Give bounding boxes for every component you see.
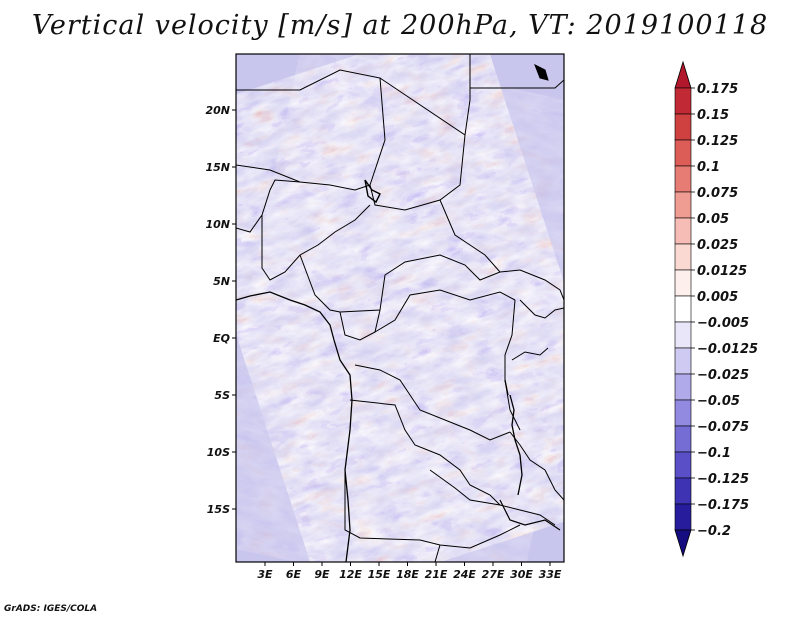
colorbar-label: 0.075 (697, 186, 738, 201)
map-area[interactable] (166, 16, 635, 609)
lat-label: 15S (207, 503, 230, 516)
colorbar-segment (674, 321, 692, 349)
colorbar-segment (674, 87, 692, 115)
colorbar-segment (674, 165, 692, 193)
velocity-field-overlay (236, 54, 564, 562)
map-title: Vertical velocity [m/s] at 200hPa, VT: 2… (31, 10, 769, 41)
lon-label: 15E (368, 568, 391, 581)
colorbar-segment (674, 139, 692, 167)
colorbar-segment (674, 373, 692, 401)
colorbar-label: −0.05 (697, 394, 740, 409)
lat-label: 5N (213, 275, 230, 288)
colorbar-label: −0.175 (697, 498, 749, 513)
lon-label: 12E (339, 568, 362, 581)
map-frame (235, 53, 565, 563)
lon-label: 30E (510, 568, 533, 581)
colorbar-segment (674, 347, 692, 375)
colorbar-label: 0.005 (697, 290, 738, 305)
colorbar-label: −0.025 (697, 368, 749, 383)
lat-label: 20N (205, 104, 230, 117)
colorbar-label: 0.125 (697, 134, 738, 149)
lat-label: 15N (205, 161, 230, 174)
colorbar-segment (674, 269, 692, 297)
colorbar-label: −0.005 (697, 316, 749, 331)
lat-label: 10S (207, 446, 230, 459)
colorbar-segment (674, 295, 692, 323)
lon-label: 27E (482, 568, 505, 581)
colorbar-label: 0.05 (697, 212, 729, 227)
credit-label: GrADS: IGES/COLA (4, 604, 98, 614)
country-borders (236, 54, 564, 562)
colorbar: 0.175 0.15 0.125 0.1 0.075 0.05 0.025 0.0125 0.0… (674, 60, 758, 558)
colorbar-label: −0.2 (697, 524, 731, 539)
latitude-axis: 20N 15N 10N 5N EQ 5S 10S 15S (205, 104, 236, 516)
colorbar-segment (674, 243, 692, 271)
colorbar-label: −0.125 (697, 472, 749, 487)
colorbar-label: 0.175 (697, 82, 738, 97)
colorbar-segment (674, 477, 692, 505)
lon-label: 3E (257, 568, 273, 581)
colorbar-label: 0.0125 (697, 264, 747, 279)
colorbar-segment (674, 113, 692, 141)
colorbar-bottom-arrow (674, 529, 692, 558)
lon-label: 33E (539, 568, 562, 581)
colorbar-segment (674, 451, 692, 479)
lon-label: 24E (453, 568, 476, 581)
lat-label: EQ (213, 332, 230, 345)
lon-label: 9E (314, 568, 330, 581)
lon-label: 18E (396, 568, 419, 581)
colorbar-segment (674, 191, 692, 219)
longitude-axis: 3E 6E 9E 12E 15E 18E 21E 24E 27E 30E 33E (257, 562, 562, 581)
colorbar-segment (674, 503, 692, 531)
lat-label: 10N (205, 218, 230, 231)
colorbar-label: 0.1 (697, 160, 720, 175)
lat-label: 5S (214, 389, 230, 402)
colorbar-segment (674, 425, 692, 453)
colorbar-label: 0.025 (697, 238, 738, 253)
colorbar-label: −0.075 (697, 420, 749, 435)
colorbar-label: −0.1 (697, 446, 731, 461)
colorbar-top-arrow (674, 60, 692, 89)
lon-label: 21E (425, 568, 448, 581)
colorbar-label: 0.15 (697, 108, 729, 123)
colorbar-segment (674, 217, 692, 245)
colorbar-label: −0.0125 (697, 342, 758, 357)
colorbar-segment (674, 399, 692, 427)
lon-label: 6E (286, 568, 302, 581)
